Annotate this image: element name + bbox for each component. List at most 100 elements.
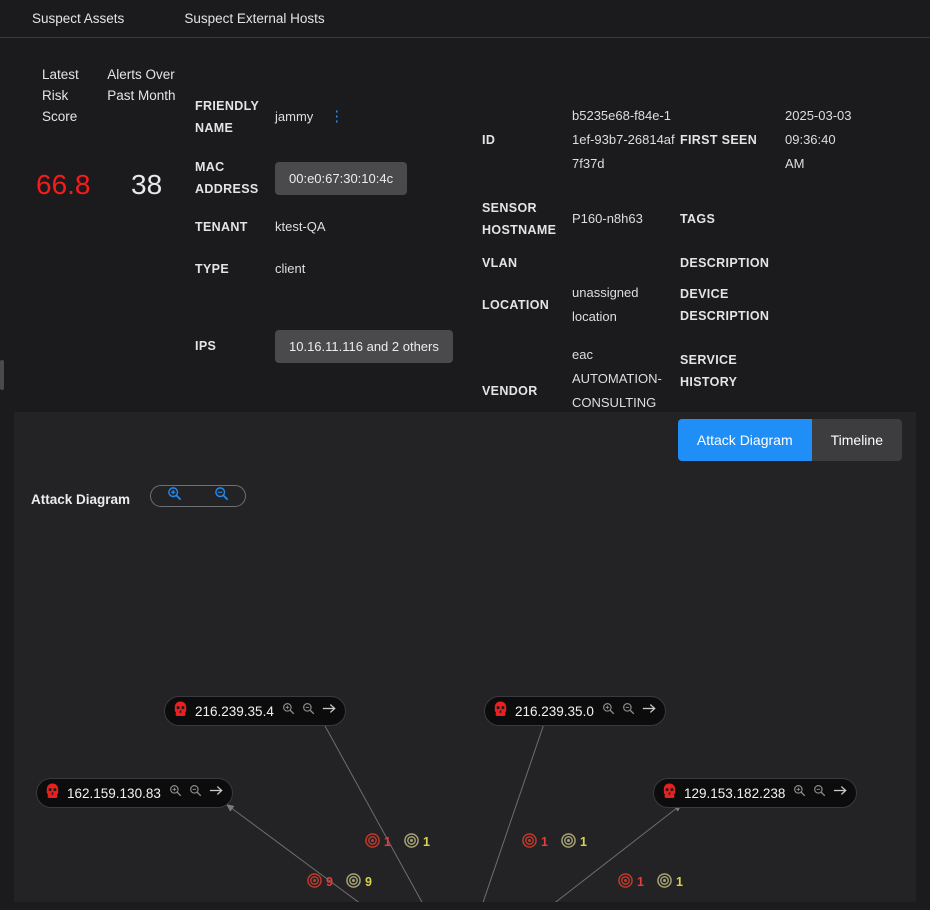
edge-alert-counts: 1 1: [365, 833, 430, 851]
view-segmented-control: Attack Diagram Timeline: [677, 419, 902, 461]
field-key-line: HOSTNAME: [482, 223, 557, 237]
external-host-node[interactable]: 129.153.182.238: [653, 778, 858, 808]
external-host-node[interactable]: 216.239.35.4: [164, 696, 346, 726]
zoom-in-icon[interactable]: [167, 486, 182, 506]
alert-target-yellow-icon: [657, 873, 672, 891]
node-actions: [169, 784, 223, 802]
field-service-history: SERVICE HISTORY: [680, 348, 930, 394]
field-key-line: NAME: [195, 121, 234, 135]
node-label: 216.239.35.0: [515, 703, 594, 719]
zoom-out-icon[interactable]: [813, 784, 826, 802]
arrow-right-icon[interactable]: [642, 702, 656, 720]
zoom-out-icon[interactable]: [302, 702, 315, 720]
ips-value[interactable]: 10.16.11.116 and 2 others: [275, 329, 453, 363]
yellow-alert-count: 1: [675, 875, 683, 889]
red-alert-count: 1: [541, 835, 548, 849]
field-ips: IPS 10.16.11.116 and 2 others: [195, 318, 485, 374]
alert-target-yellow-icon: [346, 873, 361, 891]
attack-diagram-title: Attack Diagram: [31, 492, 131, 507]
id-value: b5235e68-f84e-11ef-93b7-26814af7f37d: [572, 108, 675, 171]
threat-skull-icon: [173, 701, 188, 722]
field-friendly-name: FRIENDLY NAME jammy ⋮: [195, 84, 485, 150]
field-tags: TAGS: [680, 196, 930, 242]
tab-timeline[interactable]: Timeline: [811, 419, 902, 461]
yellow-alert-count: 1: [579, 835, 587, 849]
tab-attack-diagram[interactable]: Attack Diagram: [677, 419, 812, 461]
field-sensor-hostname: SENSOR HOSTNAME P160-n8h63: [482, 196, 682, 242]
top-tab-bar: Suspect Assets Suspect External Hosts: [0, 0, 930, 38]
field-key-tenant: TENANT: [195, 220, 248, 234]
details-scrollbar[interactable]: [0, 360, 4, 390]
node-actions: [282, 702, 336, 720]
alert-target-red-icon: [618, 873, 633, 891]
field-type: TYPE client: [195, 248, 485, 290]
location-value: unassigned location: [572, 285, 639, 324]
arrow-right-icon[interactable]: [209, 784, 223, 802]
zoom-in-icon[interactable]: [793, 784, 806, 802]
field-key-line: DEVICE: [680, 287, 729, 301]
field-key-ips: IPS: [195, 339, 217, 353]
edge-alert-counts: 1 1: [618, 873, 683, 891]
alerts-label: Alerts Over Past Month: [107, 67, 176, 103]
field-key-vendor: VENDOR: [482, 384, 538, 398]
tab-suspect-assets[interactable]: Suspect Assets: [32, 11, 125, 26]
field-key-line: SENSOR: [482, 201, 537, 215]
zoom-in-icon[interactable]: [282, 702, 295, 720]
alert-target-yellow-icon: [404, 833, 419, 851]
field-vlan: VLAN: [482, 242, 682, 284]
field-column-2: ID b5235e68-f84e-11ef-93b7-26814af7f37d …: [482, 84, 682, 434]
zoom-in-icon[interactable]: [169, 784, 182, 802]
red-alert-count: 9: [326, 875, 333, 889]
alert-target-yellow-icon: [561, 833, 576, 851]
field-key-tags: TAGS: [680, 212, 716, 226]
node-label: 216.239.35.4: [195, 703, 274, 719]
zoom-out-icon[interactable]: [189, 784, 202, 802]
zoom-out-icon[interactable]: [622, 702, 635, 720]
friendly-name-menu-icon[interactable]: ⋮: [329, 108, 345, 125]
alert-target-red-icon: [307, 873, 322, 891]
arrow-right-icon[interactable]: [322, 702, 336, 720]
field-key-line: FRIENDLY: [195, 99, 260, 113]
field-device-description: DEVICE DESCRIPTION: [680, 284, 930, 326]
friendly-name-value: jammy: [275, 109, 314, 124]
zoom-in-icon[interactable]: [602, 702, 615, 720]
field-column-1: FRIENDLY NAME jammy ⋮ MAC ADDRESS 00:e0:…: [195, 84, 485, 374]
field-key-line: DESCRIPTION: [680, 309, 770, 323]
arrow-right-icon[interactable]: [833, 784, 848, 802]
attack-diagram-edges: [225, 714, 683, 902]
field-mac-address: MAC ADDRESS 00:e0:67:30:10:4c: [195, 150, 485, 206]
attack-diagram-canvas[interactable]: 216.239.35.4 216.239.35.0: [14, 512, 916, 902]
field-description: DESCRIPTION: [680, 242, 930, 284]
external-host-node[interactable]: 216.239.35.0: [484, 696, 666, 726]
threat-skull-icon: [662, 783, 677, 804]
alert-target-red-icon: [365, 833, 380, 851]
red-alert-count: 1: [384, 835, 391, 849]
alerts-past-month-value: 38: [131, 169, 163, 200]
field-key-line: SERVICE: [680, 353, 738, 367]
zoom-out-icon[interactable]: [214, 486, 229, 506]
tab-suspect-external-hosts[interactable]: Suspect External Hosts: [184, 11, 325, 26]
edge-alert-counts: 9 9: [307, 873, 372, 891]
field-key-first-seen: FIRST SEEN: [680, 133, 758, 147]
field-id: ID b5235e68-f84e-11ef-93b7-26814af7f37d: [482, 84, 682, 196]
first-seen-value: 2025-03-03 09:36:40 AM: [785, 108, 852, 171]
node-actions: [793, 784, 848, 802]
yellow-alert-count: 1: [422, 835, 430, 849]
field-vendor: VENDOR eac AUTOMATION-CONSULTING GmbH: [482, 347, 682, 434]
threat-skull-icon: [493, 701, 508, 722]
asset-details-section: Latest Risk Score Alerts Over Past Month…: [0, 38, 930, 434]
sensor-hostname-value: P160-n8h63: [572, 211, 643, 226]
vendor-value: eac AUTOMATION-CONSULTING GmbH: [572, 347, 662, 434]
field-key-description: DESCRIPTION: [680, 256, 770, 270]
threat-skull-icon: [45, 783, 60, 804]
field-key-type: TYPE: [195, 262, 230, 276]
node-actions: [602, 702, 656, 720]
field-key-line: HISTORY: [680, 375, 738, 389]
node-label: 129.153.182.238: [684, 785, 786, 801]
edge-alert-counts: 1 1: [522, 833, 587, 851]
field-key-id: ID: [482, 133, 496, 147]
type-value: client: [275, 261, 306, 276]
yellow-alert-count: 9: [364, 875, 372, 889]
external-host-node[interactable]: 162.159.130.83: [36, 778, 233, 808]
mac-address-value[interactable]: 00:e0:67:30:10:4c: [275, 161, 408, 195]
